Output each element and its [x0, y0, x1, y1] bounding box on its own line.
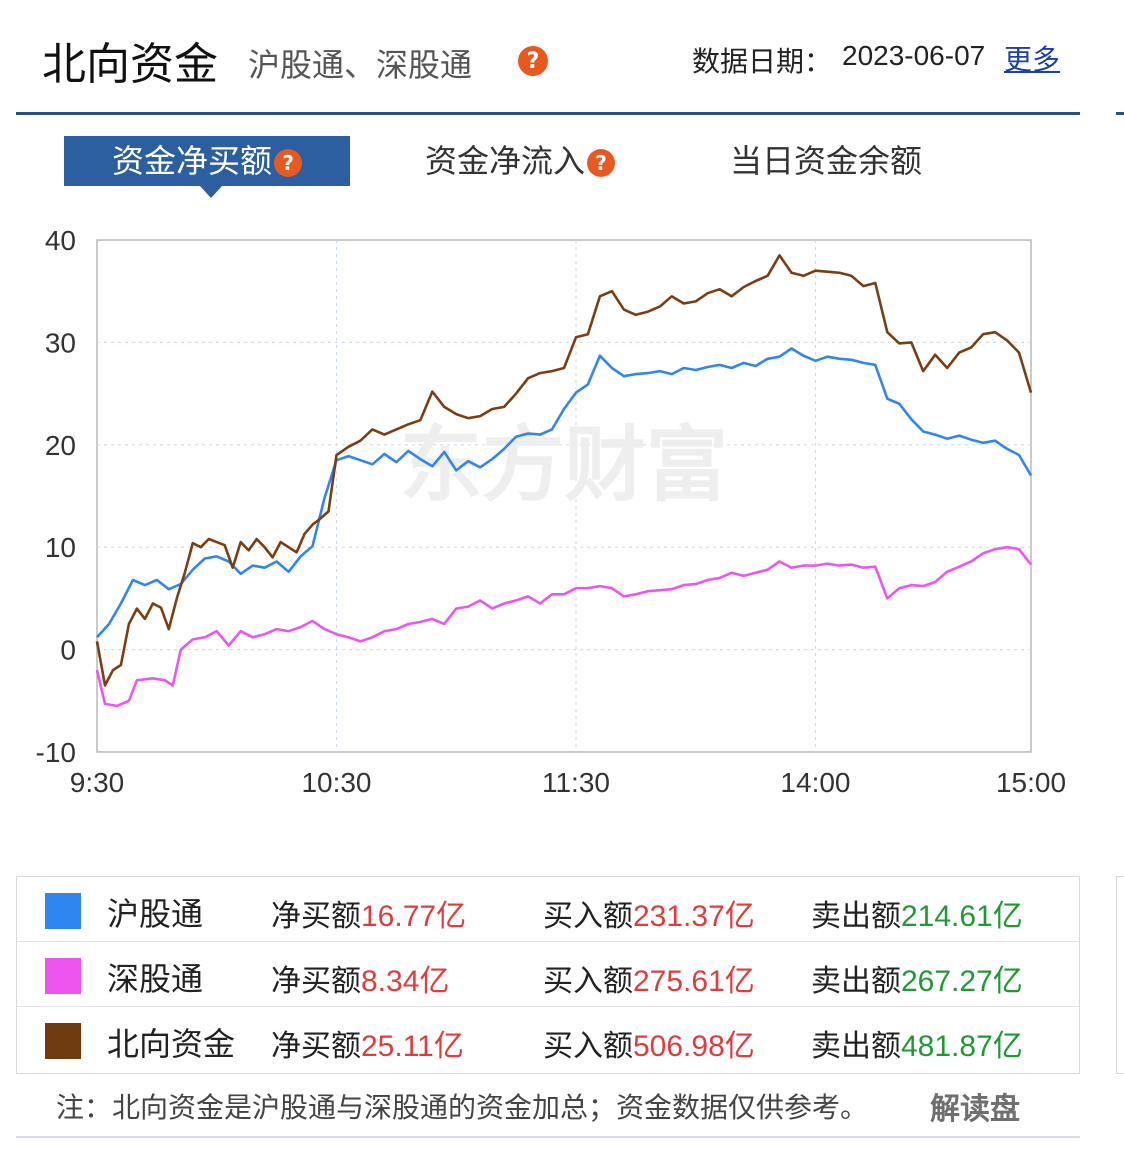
- buy-stat: 买入额231.37亿: [543, 891, 755, 935]
- data-date-label: 数据日期：: [692, 45, 833, 78]
- x-tick-label: 14:00: [780, 767, 850, 798]
- x-tick-label: 11:30: [542, 767, 610, 798]
- sell-label: 卖出额: [811, 1029, 901, 1064]
- data-date-value: 2023-06-07: [842, 40, 986, 71]
- more-link[interactable]: 更多: [1004, 43, 1061, 76]
- legend-row-shanghai: 沪股通 净买额16.77亿 买入额231.37亿 卖出额214.61亿: [17, 877, 1079, 942]
- net-buy-line-chart: 东方财富 40 30 20 10 0 -109:30 10:30 11:30 14:00 15:00: [36, 225, 1067, 798]
- x-tick-label: 9:30: [70, 767, 125, 798]
- series-swatch: [45, 1023, 81, 1059]
- help-icon[interactable]: ?: [518, 46, 548, 76]
- y-tick-label: 20: [45, 430, 76, 461]
- sell-stat: 卖出额214.61亿: [811, 891, 1023, 935]
- series-swatch: [45, 958, 81, 994]
- plot-area: [96, 239, 1032, 753]
- net-buy-stat: 净买额16.77亿: [271, 891, 466, 935]
- page-title: 北向资金: [42, 39, 218, 90]
- series-name: 北向资金: [107, 1025, 236, 1063]
- tab-daily-balance-label: 当日资金余额: [729, 142, 922, 180]
- buy-value: 506.98亿: [633, 1030, 755, 1063]
- net-buy-label: 净买额: [271, 964, 361, 999]
- buy-label: 买入额: [543, 964, 633, 999]
- sell-value: 214.61亿: [901, 900, 1023, 933]
- footnote: 注：北向资金是沪股通与深股通的资金加总；资金数据仅供参考。: [56, 1091, 869, 1124]
- page-subtitle: 沪股通、深股通: [248, 46, 473, 84]
- net-buy-label: 净买额: [271, 1029, 361, 1064]
- buy-value: 231.37亿: [633, 900, 755, 933]
- sell-label: 卖出额: [811, 964, 901, 999]
- y-tick-label: 40: [45, 225, 76, 256]
- sell-value: 481.87亿: [901, 1030, 1023, 1063]
- legend-edge-stub: [1116, 876, 1124, 1074]
- tab-net-buy[interactable]: 资金净买额?: [64, 136, 350, 186]
- sell-value: 267.27亿: [901, 965, 1023, 998]
- series-name: 深股通: [107, 960, 204, 998]
- header-divider-stub: [1116, 112, 1124, 115]
- tab-net-inflow[interactable]: 资金净流入?: [410, 136, 630, 186]
- buy-label: 买入额: [543, 1029, 633, 1064]
- bottom-divider: [16, 1136, 1080, 1138]
- active-tab-pointer: [200, 186, 222, 198]
- sell-stat: 卖出额481.87亿: [811, 1021, 1023, 1065]
- y-tick-label: 10: [45, 532, 76, 563]
- help-icon[interactable]: ?: [587, 149, 615, 177]
- tab-net-buy-label: 资金净买额: [111, 142, 272, 180]
- series-swatch: [45, 893, 81, 929]
- series-line-3: [95, 254, 1033, 687]
- header: 北向资金 沪股通、深股通 ? 数据日期： 2023-06-07 更多: [0, 0, 1124, 115]
- net-buy-stat: 净买额8.34亿: [271, 956, 449, 1000]
- net-buy-label: 净买额: [271, 899, 361, 934]
- series-line-1: [96, 347, 1033, 639]
- net-buy-stat: 净买额25.11亿: [271, 1021, 464, 1065]
- y-tick-label: -10: [36, 737, 76, 768]
- legend-table: 沪股通 净买额16.77亿 买入额231.37亿 卖出额214.61亿 深股通 …: [16, 876, 1080, 1074]
- series-line-2: [95, 545, 1033, 708]
- buy-stat: 买入额506.98亿: [543, 1021, 755, 1065]
- x-tick-label: 10:30: [301, 767, 371, 798]
- sell-label: 卖出额: [811, 899, 901, 934]
- sell-stat: 卖出额267.27亿: [811, 956, 1023, 1000]
- tab-net-inflow-label: 资金净流入: [424, 142, 585, 180]
- header-divider: [16, 112, 1080, 115]
- buy-label: 买入额: [543, 899, 633, 934]
- x-tick-label: 15:00: [996, 767, 1066, 798]
- net-buy-value: 16.77亿: [361, 900, 467, 933]
- corner-watermark: 解读盘: [930, 1092, 1020, 1127]
- help-icon[interactable]: ?: [274, 149, 302, 177]
- tab-daily-balance[interactable]: 当日资金余额: [716, 136, 936, 186]
- y-tick-label: 0: [60, 635, 76, 666]
- legend-row-shenzhen: 深股通 净买额8.34亿 买入额275.61亿 卖出额267.27亿: [17, 942, 1079, 1007]
- legend-row-northbound: 北向资金 净买额25.11亿 买入额506.98亿 卖出额481.87亿: [17, 1007, 1079, 1071]
- chart-watermark: 东方财富: [400, 418, 728, 513]
- series-name: 沪股通: [107, 895, 204, 933]
- y-tick-label: 30: [45, 327, 76, 358]
- buy-value: 275.61亿: [633, 965, 755, 998]
- net-buy-value: 8.34亿: [361, 965, 450, 998]
- net-buy-value: 25.11亿: [361, 1030, 464, 1063]
- buy-stat: 买入额275.61亿: [543, 956, 755, 1000]
